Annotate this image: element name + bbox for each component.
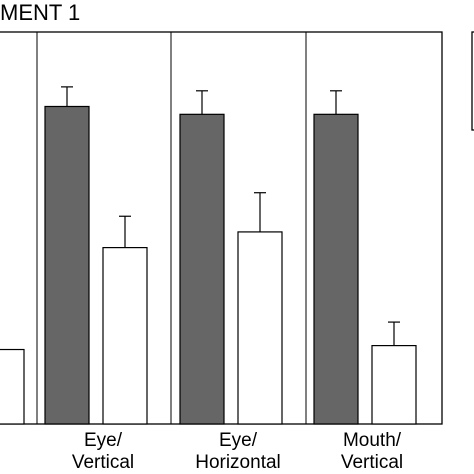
legend-box [471,31,474,131]
chart-title: MENT 1 [0,0,80,25]
bar [179,113,225,425]
bar [44,105,90,425]
bar [371,345,417,425]
x-tick-label: Eye/ [219,430,258,451]
bar [237,231,283,425]
x-tick-label: Mouth/ [343,430,402,451]
x-tick-label: Horizontal [195,452,281,473]
x-tick-labels: w/Eye/VerticalEye/HorizontalMouth/Vertic… [72,430,403,473]
x-tick-label: Vertical [72,452,134,473]
panel-dividers [36,32,307,424]
bar [313,113,359,425]
bar [102,247,148,425]
x-tick-label: Eye/ [84,430,123,451]
bar [0,348,25,425]
bars-layer [0,86,417,425]
x-tick-label: Vertical [341,452,403,473]
